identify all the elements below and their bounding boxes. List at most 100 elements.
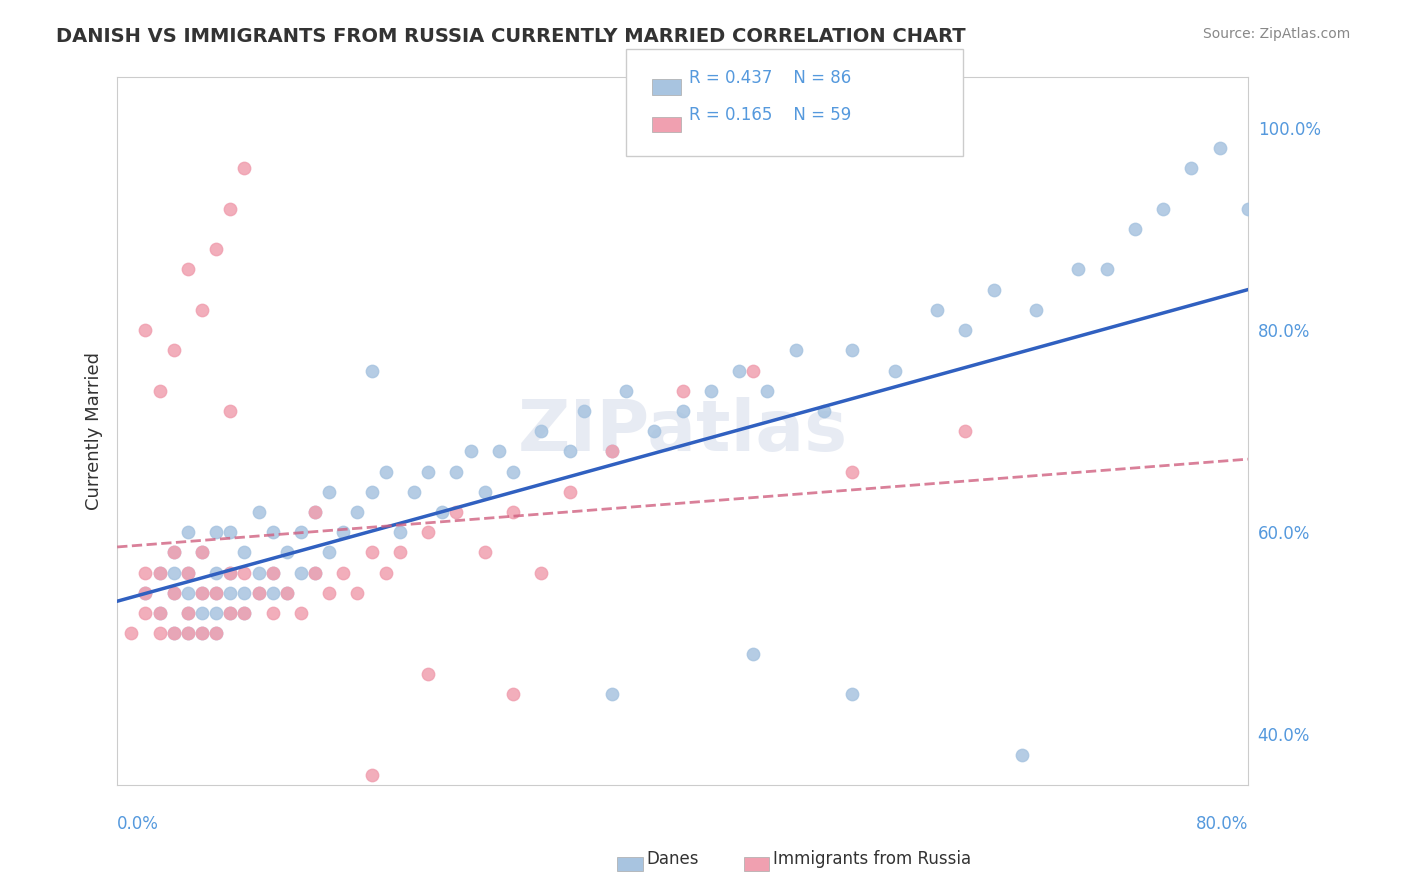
Text: DANISH VS IMMIGRANTS FROM RUSSIA CURRENTLY MARRIED CORRELATION CHART: DANISH VS IMMIGRANTS FROM RUSSIA CURRENT… xyxy=(56,27,966,45)
Point xyxy=(983,283,1005,297)
Point xyxy=(446,505,468,519)
Point xyxy=(432,505,454,519)
Text: 0.0%: 0.0% xyxy=(117,815,159,833)
Point xyxy=(374,566,396,580)
Point xyxy=(205,586,228,600)
Point xyxy=(418,465,440,479)
Point xyxy=(262,606,284,620)
Point xyxy=(191,545,214,559)
Point xyxy=(756,384,779,398)
Point xyxy=(460,444,482,458)
Point xyxy=(1209,141,1232,155)
Point xyxy=(205,626,228,640)
Point xyxy=(1025,302,1047,317)
Point xyxy=(120,626,142,640)
Point xyxy=(219,566,242,580)
Text: R = 0.165    N = 59: R = 0.165 N = 59 xyxy=(689,106,851,124)
Point xyxy=(163,545,186,559)
Point xyxy=(290,606,312,620)
Point xyxy=(304,505,326,519)
Point xyxy=(177,262,200,277)
Point xyxy=(502,505,524,519)
Point xyxy=(360,363,382,377)
Point xyxy=(262,525,284,540)
Point xyxy=(742,647,765,661)
Point xyxy=(304,505,326,519)
Point xyxy=(177,606,200,620)
Point xyxy=(360,545,382,559)
Point xyxy=(219,606,242,620)
Point xyxy=(276,586,298,600)
Point xyxy=(304,566,326,580)
Point xyxy=(262,566,284,580)
Point xyxy=(318,484,340,499)
Point xyxy=(163,566,186,580)
Point xyxy=(1123,808,1146,822)
Point xyxy=(1180,161,1202,176)
Point xyxy=(219,202,242,216)
Point xyxy=(177,566,200,580)
Point xyxy=(1095,262,1118,277)
Point xyxy=(233,586,256,600)
Point xyxy=(177,586,200,600)
Point xyxy=(163,343,186,358)
Text: 80.0%: 80.0% xyxy=(1195,815,1249,833)
Point xyxy=(149,606,172,620)
Point xyxy=(191,626,214,640)
Point xyxy=(488,444,510,458)
Point xyxy=(318,586,340,600)
Point xyxy=(219,404,242,418)
Point xyxy=(558,444,581,458)
Point xyxy=(276,545,298,559)
Point xyxy=(177,626,200,640)
Point xyxy=(163,586,186,600)
Point xyxy=(205,525,228,540)
Point xyxy=(643,424,665,438)
Point xyxy=(177,566,200,580)
Point xyxy=(290,525,312,540)
Point xyxy=(149,626,172,640)
Point xyxy=(1152,202,1174,216)
Point xyxy=(233,606,256,620)
Point xyxy=(247,586,270,600)
Text: Immigrants from Russia: Immigrants from Russia xyxy=(773,850,972,868)
Point xyxy=(262,566,284,580)
Point xyxy=(149,384,172,398)
Point xyxy=(149,606,172,620)
Point xyxy=(205,606,228,620)
Point xyxy=(388,525,411,540)
Point xyxy=(374,465,396,479)
Point xyxy=(149,566,172,580)
Point xyxy=(388,545,411,559)
Point xyxy=(530,424,553,438)
Point xyxy=(134,566,156,580)
Point xyxy=(1011,747,1033,762)
Point xyxy=(163,626,186,640)
Point xyxy=(318,545,340,559)
Point xyxy=(572,404,595,418)
Point xyxy=(163,626,186,640)
Point xyxy=(813,404,835,418)
Point xyxy=(276,586,298,600)
Point xyxy=(955,323,977,337)
Point xyxy=(247,505,270,519)
Point xyxy=(247,566,270,580)
Point xyxy=(671,404,693,418)
Point xyxy=(841,343,863,358)
Point xyxy=(600,444,623,458)
Point xyxy=(742,363,765,377)
Text: Source: ZipAtlas.com: Source: ZipAtlas.com xyxy=(1202,27,1350,41)
Point xyxy=(134,586,156,600)
Point xyxy=(1123,222,1146,236)
Point xyxy=(219,566,242,580)
Point xyxy=(219,606,242,620)
Point xyxy=(418,525,440,540)
Point xyxy=(360,484,382,499)
Point xyxy=(177,626,200,640)
Point xyxy=(290,566,312,580)
Point xyxy=(205,242,228,256)
Point xyxy=(262,586,284,600)
Point xyxy=(219,586,242,600)
Point xyxy=(304,566,326,580)
Point xyxy=(205,626,228,640)
